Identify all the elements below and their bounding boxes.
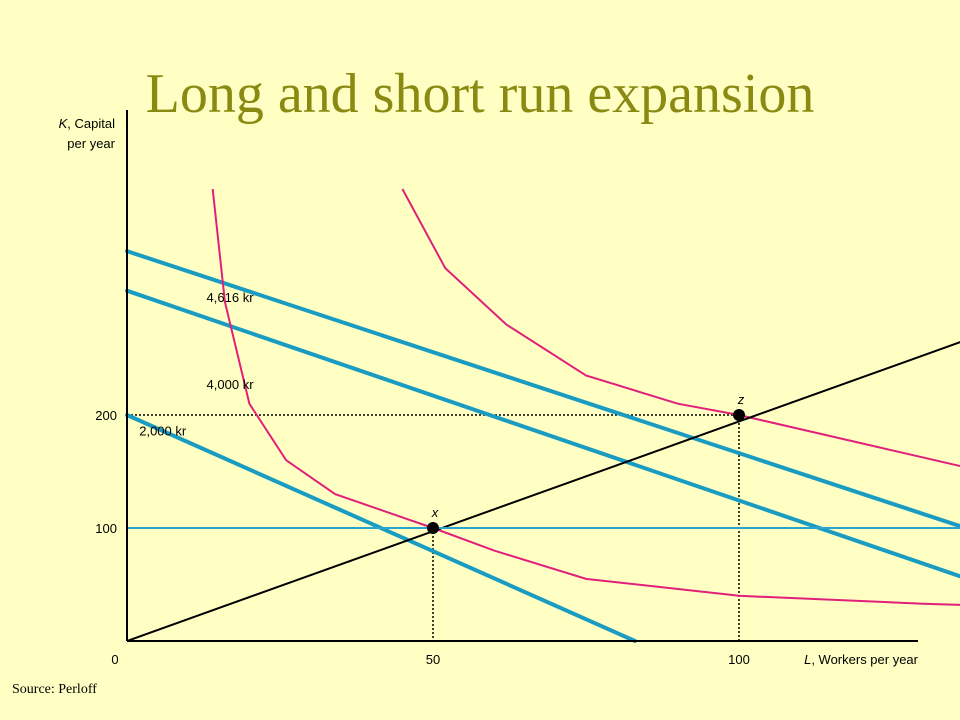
isocost-line-3 (125, 249, 960, 529)
y-tick-label: 100 (95, 521, 117, 536)
isocost-line-2 (125, 288, 960, 579)
y-axis-label: K, Capital (59, 116, 115, 131)
x-axis-label: L, Workers per year (804, 652, 919, 667)
point-label-x: x (431, 505, 439, 520)
isocost-lines (125, 249, 960, 643)
point-z (733, 409, 745, 421)
long-run-expansion-path (126, 341, 960, 642)
isocost-label-3: 4,616 kr (207, 290, 255, 305)
x-tick-label: 50 (426, 652, 440, 667)
y-axis-label-line2: per year (67, 136, 115, 151)
isocost-label-1: 2,000 kr (139, 423, 187, 438)
x-tick-label: 100 (728, 652, 750, 667)
isoquant-curve-2 (401, 188, 960, 468)
point-label-z: z (737, 392, 745, 407)
origin-label: 0 (111, 652, 118, 667)
point-x (427, 522, 439, 534)
chart-title: Long and short run expansion (145, 63, 815, 125)
expansion-paths (126, 341, 960, 642)
isocost-label-2: 4,000 kr (207, 377, 255, 392)
chart-labels: 2,000 kr4,000 kr4,616 kr100 isoquant200 … (59, 116, 919, 667)
axes (126, 110, 918, 642)
y-tick-label: 200 (95, 408, 117, 423)
source-note: Source: Perloff (12, 682, 97, 697)
equilibrium-points (427, 409, 745, 534)
